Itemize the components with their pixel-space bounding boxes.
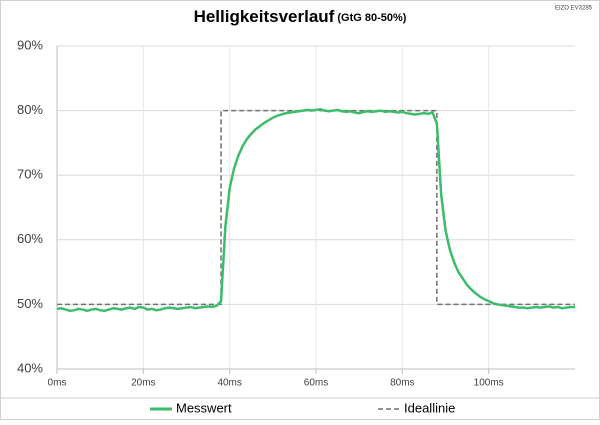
y-tick-label: 60% <box>17 231 43 246</box>
series-line <box>56 108 575 313</box>
title: Helligkeitsverlauf <box>194 7 335 26</box>
annotation: EIZO EV3285 <box>555 6 593 12</box>
x-tick-label: 80ms <box>390 378 414 389</box>
legend-label: Ideallinie <box>404 400 455 415</box>
x-tick-label: 20ms <box>131 378 155 389</box>
x-tick-label: 60ms <box>304 378 328 389</box>
x-tick-label: 0ms <box>48 378 67 389</box>
x-tick-label: 100ms <box>474 378 504 389</box>
x-tick-label: 40ms <box>217 378 241 389</box>
subtitle: (GtG 80-50%) <box>337 12 406 24</box>
legend-label: Messwert <box>176 400 232 415</box>
y-tick-label: 40% <box>17 360 43 375</box>
y-tick-label: 80% <box>17 102 43 117</box>
chart-title: Helligkeitsverlauf (GtG 80-50%) <box>194 7 407 26</box>
y-tick-label: 70% <box>17 167 43 182</box>
y-tick-label: 90% <box>17 37 43 52</box>
y-tick-label: 50% <box>17 296 43 311</box>
